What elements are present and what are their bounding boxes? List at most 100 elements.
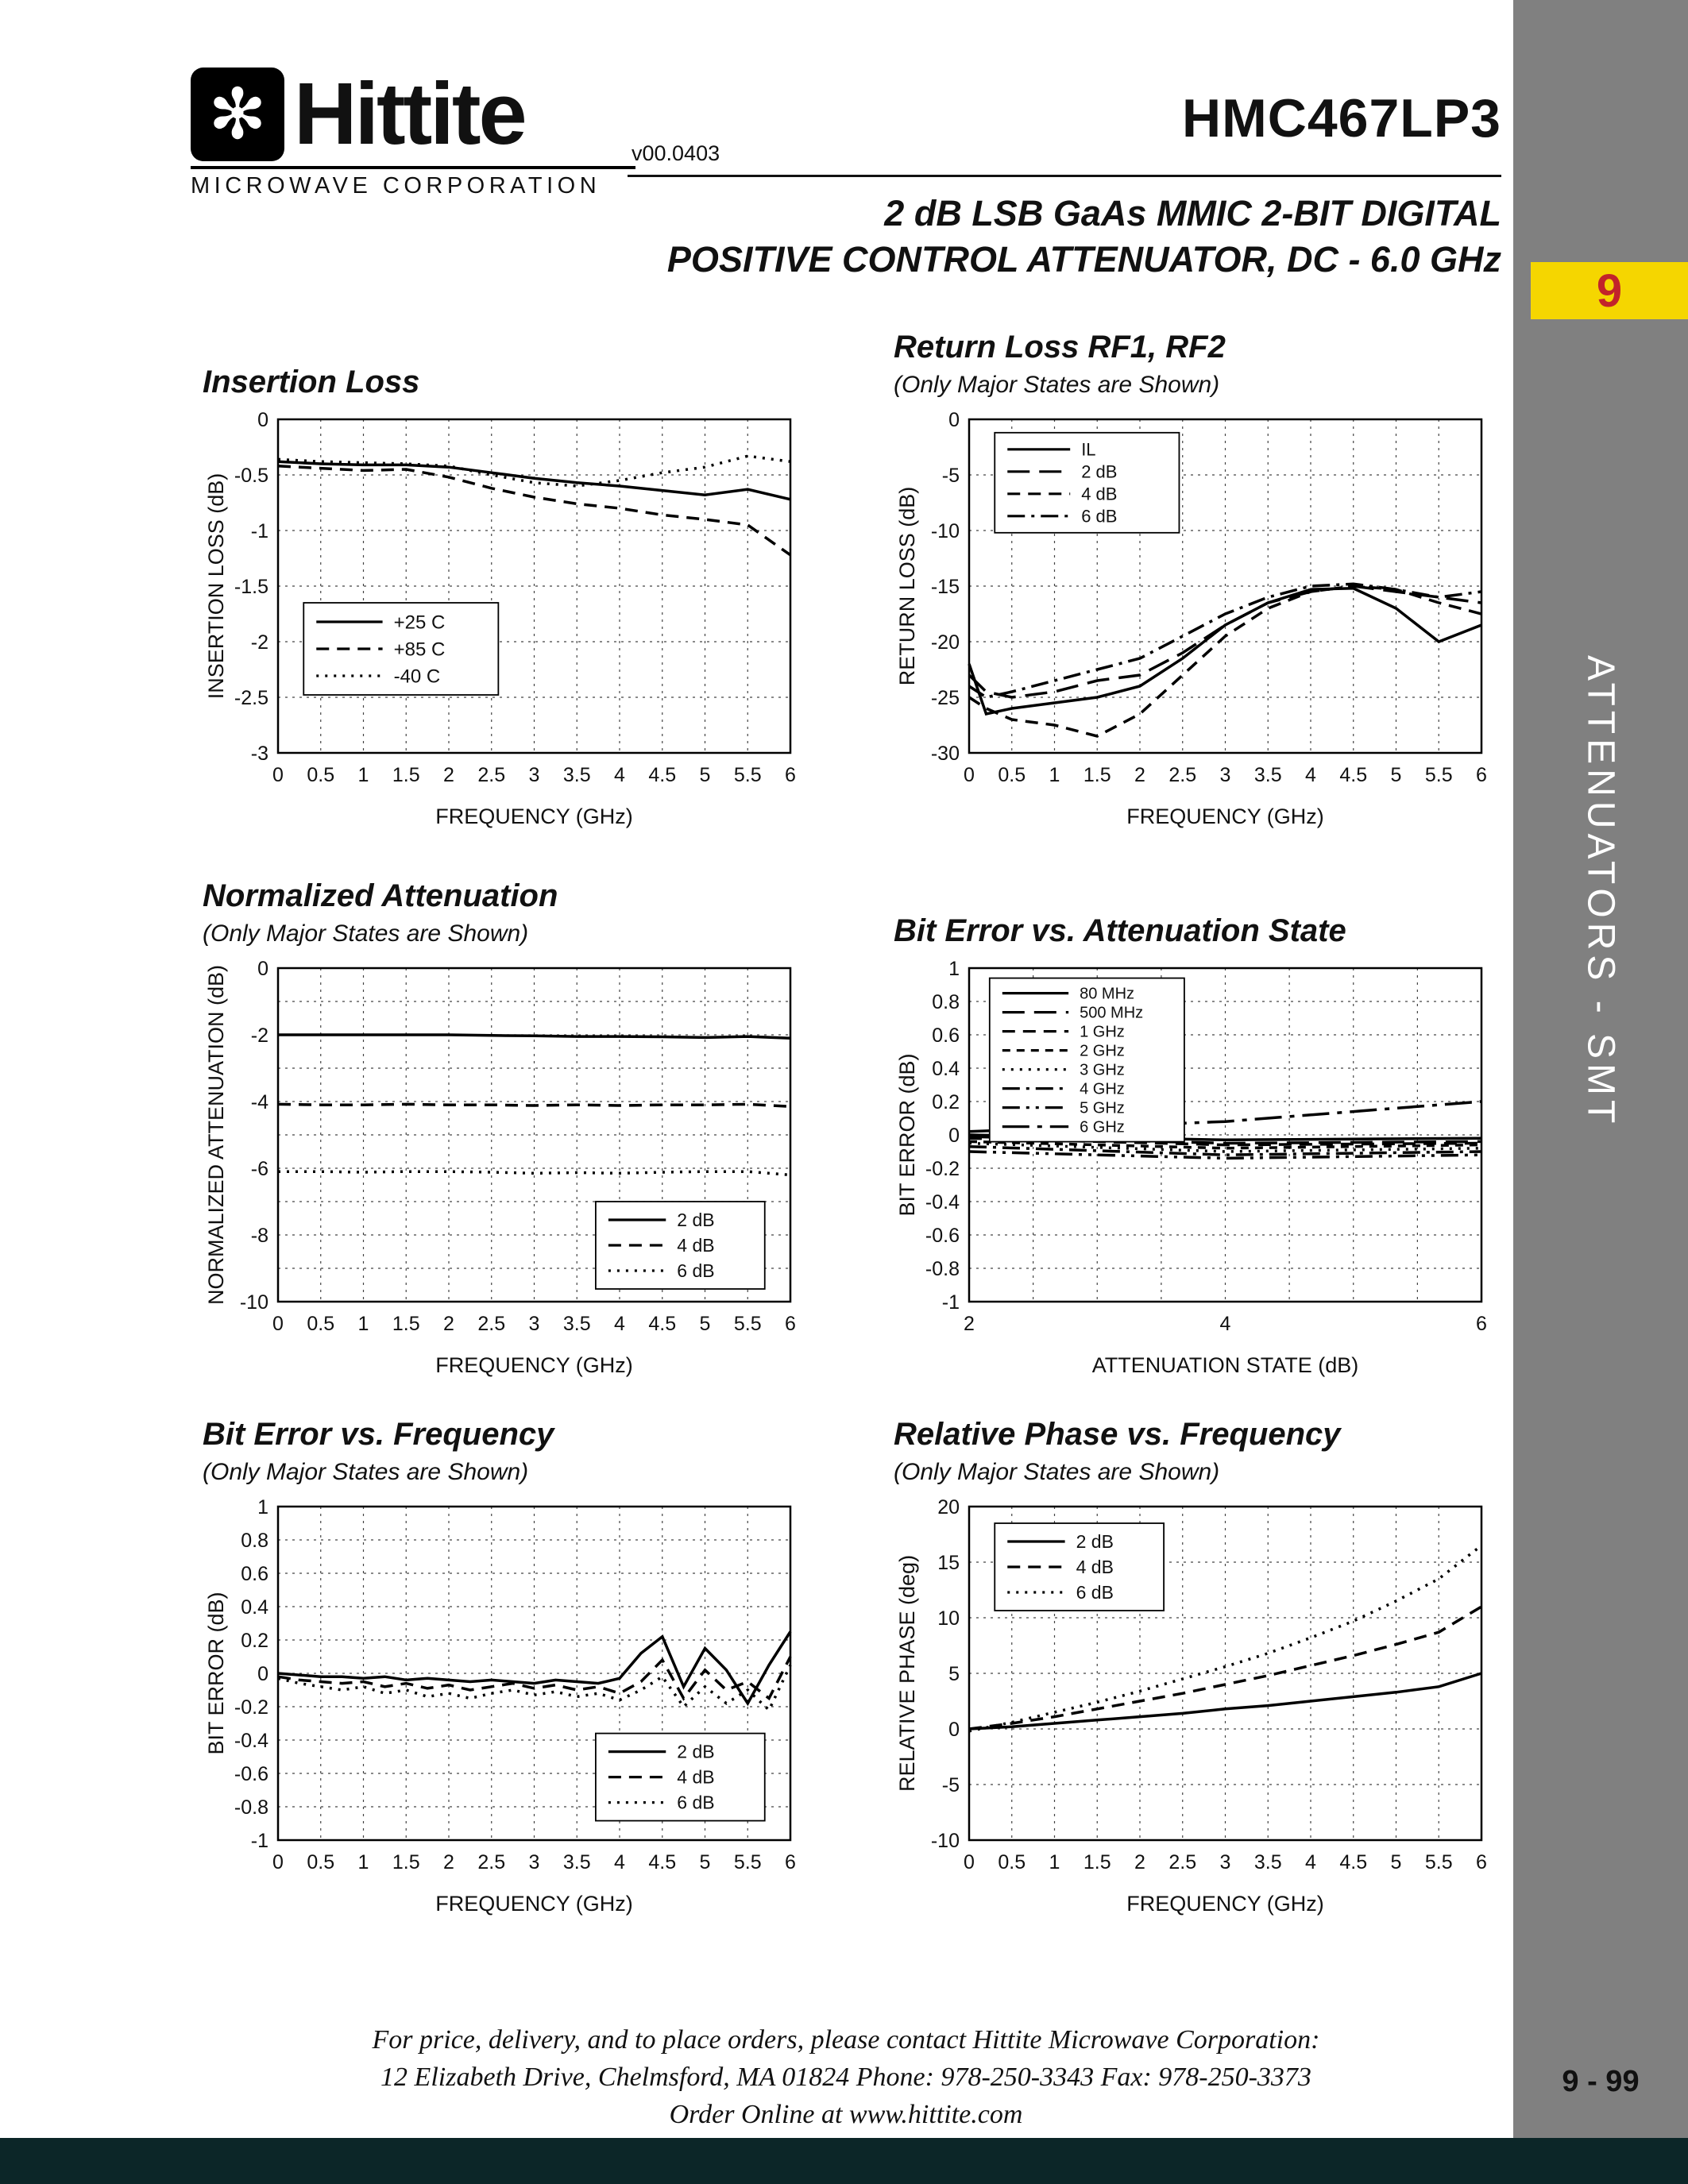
svg-text:0.5: 0.5 — [998, 1851, 1026, 1873]
svg-text:1 GHz: 1 GHz — [1080, 1024, 1125, 1041]
svg-text:6 dB: 6 dB — [1076, 1582, 1114, 1603]
svg-text:4 dB: 4 dB — [1081, 484, 1117, 504]
document-title-line2: POSITIVE CONTROL ATTENUATOR, DC - 6.0 GH… — [666, 239, 1501, 280]
svg-text:6: 6 — [1476, 764, 1487, 786]
svg-text:0.8: 0.8 — [241, 1530, 268, 1552]
svg-text:+25 C: +25 C — [394, 612, 446, 633]
series-line--40-c — [277, 454, 791, 488]
chart-subtitle: (Only Major States are Shown) — [894, 1459, 1220, 1485]
series-line-2-db — [968, 1672, 1482, 1731]
series-line-4-db — [277, 1656, 792, 1701]
svg-text:3: 3 — [1220, 1851, 1231, 1873]
svg-text:0.5: 0.5 — [307, 764, 334, 786]
svg-text:ATTENUATION STATE (dB): ATTENUATION STATE (dB) — [1092, 1353, 1359, 1377]
svg-text:NORMALIZED ATTENUATION (dB): NORMALIZED ATTENUATION (dB) — [204, 965, 228, 1305]
svg-text:500 MHz: 500 MHz — [1080, 1005, 1143, 1022]
section-tab: 9 — [1531, 262, 1688, 319]
svg-text:-6: -6 — [251, 1158, 268, 1180]
svg-text:-0.6: -0.6 — [234, 1763, 268, 1785]
svg-text:6: 6 — [1476, 1313, 1487, 1335]
svg-text:-4: -4 — [251, 1091, 268, 1113]
svg-text:2.5: 2.5 — [1168, 764, 1196, 786]
svg-text:2.5: 2.5 — [477, 1851, 505, 1873]
svg-text:1: 1 — [948, 958, 960, 980]
series-line-2-db — [968, 585, 1482, 699]
svg-text:-5: -5 — [942, 465, 960, 487]
svg-text:INSERTION LOSS (dB): INSERTION LOSS (dB) — [204, 473, 228, 700]
chart-subtitle: (Only Major States are Shown) — [203, 1459, 529, 1485]
chart-bit-error-vs-frequency: Bit Error vs. Frequency (Only Major Stat… — [203, 1414, 822, 1924]
svg-text:4: 4 — [1220, 1313, 1231, 1335]
page-number: 9 - 99 — [1562, 2065, 1640, 2098]
svg-text:3.5: 3.5 — [1254, 764, 1282, 786]
svg-text:2: 2 — [1134, 1851, 1145, 1873]
svg-text:-0.4: -0.4 — [925, 1191, 960, 1214]
svg-text:-0.5: -0.5 — [234, 465, 268, 487]
chart-legend: 2 dB 4 dB 6 dB — [594, 1201, 766, 1290]
svg-text:5.5: 5.5 — [1425, 1851, 1453, 1873]
footer-line1: For price, delivery, and to place orders… — [372, 2025, 1320, 2055]
svg-text:1: 1 — [257, 1496, 268, 1518]
svg-text:2 GHz: 2 GHz — [1080, 1043, 1125, 1060]
svg-text:-10: -10 — [931, 1830, 960, 1852]
chart-title: Relative Phase vs. Frequency — [894, 1417, 1341, 1452]
svg-text:5: 5 — [1391, 1851, 1402, 1873]
svg-text:FREQUENCY (GHz): FREQUENCY (GHz) — [435, 805, 633, 828]
svg-text:-10: -10 — [240, 1291, 268, 1314]
svg-text:5: 5 — [948, 1663, 960, 1685]
svg-text:2 dB: 2 dB — [1076, 1531, 1114, 1552]
svg-text:1.5: 1.5 — [392, 1313, 420, 1335]
svg-text:80 MHz: 80 MHz — [1080, 986, 1134, 1003]
svg-text:0: 0 — [964, 1851, 975, 1873]
svg-text:5.5: 5.5 — [734, 764, 762, 786]
svg-text:6 dB: 6 dB — [677, 1260, 714, 1281]
svg-text:4.5: 4.5 — [1339, 1851, 1367, 1873]
series-line-6-db — [968, 1544, 1483, 1733]
svg-text:1.5: 1.5 — [392, 764, 420, 786]
svg-text:2.5: 2.5 — [477, 1313, 505, 1335]
chart-return-loss: Return Loss RF1, RF2 (Only Major States … — [894, 326, 1513, 836]
svg-text:0: 0 — [257, 958, 268, 980]
svg-text:4: 4 — [1305, 764, 1316, 786]
svg-text:6: 6 — [1476, 1851, 1487, 1873]
svg-text:4.5: 4.5 — [648, 1851, 676, 1873]
svg-text:BIT ERROR (dB): BIT ERROR (dB) — [204, 1592, 228, 1754]
svg-text:2: 2 — [443, 1313, 454, 1335]
svg-text:0.4: 0.4 — [932, 1058, 960, 1080]
relative-phase-vs-frequency-plot: 0 0.5 1 1.5 2 2.5 3 3.5 4 4.5 5 5.5 6 20 15 10 5 0 -5 -10 FR… — [895, 1496, 1487, 1916]
series-line-2-db — [278, 1033, 791, 1040]
svg-text:-2.5: -2.5 — [234, 687, 268, 709]
svg-text:2: 2 — [443, 1851, 454, 1873]
svg-text:3 GHz: 3 GHz — [1080, 1062, 1125, 1079]
chart-normalized-attenuation: Normalized Attenuation (Only Major State… — [203, 875, 822, 1385]
chart-relative-phase-vs-frequency: Relative Phase vs. Frequency (Only Major… — [894, 1414, 1513, 1924]
hittite-snowflake-icon: ✻ — [191, 68, 284, 161]
chart-legend: 2 dB 4 dB 6 dB — [994, 1522, 1165, 1611]
svg-text:BIT ERROR (dB): BIT ERROR (dB) — [895, 1053, 919, 1216]
chart-title: Bit Error vs. Frequency — [203, 1417, 554, 1452]
svg-text:5.5: 5.5 — [734, 1851, 762, 1873]
svg-text:0.6: 0.6 — [241, 1563, 268, 1585]
svg-text:0: 0 — [272, 1313, 284, 1335]
chart-legend: 80 MHz 500 MHz 1 GHz 2 GHz 3 GHz 4 GHz 5 GHz 6 … — [988, 977, 1185, 1143]
svg-text:2: 2 — [964, 1313, 975, 1335]
document-version: v00.0403 — [632, 141, 720, 165]
svg-text:-2: -2 — [251, 631, 268, 654]
svg-text:-2: -2 — [251, 1024, 268, 1047]
svg-text:0.5: 0.5 — [998, 764, 1026, 786]
svg-text:0: 0 — [948, 1125, 960, 1147]
chart-title: Insertion Loss — [203, 365, 420, 399]
svg-text:-0.8: -0.8 — [234, 1796, 268, 1819]
svg-text:0.5: 0.5 — [307, 1313, 334, 1335]
bit-error-vs-attenuation-state-plot: 2 4 6 1 0.8 0.6 0.4 0.2 0 -0.2 -0.4 -0.6 -0.8 -1 ATTEN… — [895, 958, 1487, 1377]
series-line-il — [968, 587, 1482, 716]
svg-text:4: 4 — [614, 764, 625, 786]
footer-line2: 12 Elizabeth Drive, Chelmsford, MA 01824… — [380, 2062, 1311, 2092]
svg-text:-30: -30 — [931, 743, 960, 765]
header-divider — [628, 175, 1501, 177]
svg-text:-0.2: -0.2 — [234, 1696, 268, 1719]
svg-text:2 dB: 2 dB — [1081, 462, 1117, 482]
svg-text:4 dB: 4 dB — [677, 1235, 714, 1256]
svg-text:RELATIVE PHASE (deg): RELATIVE PHASE (deg) — [895, 1555, 919, 1792]
svg-text:FREQUENCY (GHz): FREQUENCY (GHz) — [435, 1892, 633, 1916]
